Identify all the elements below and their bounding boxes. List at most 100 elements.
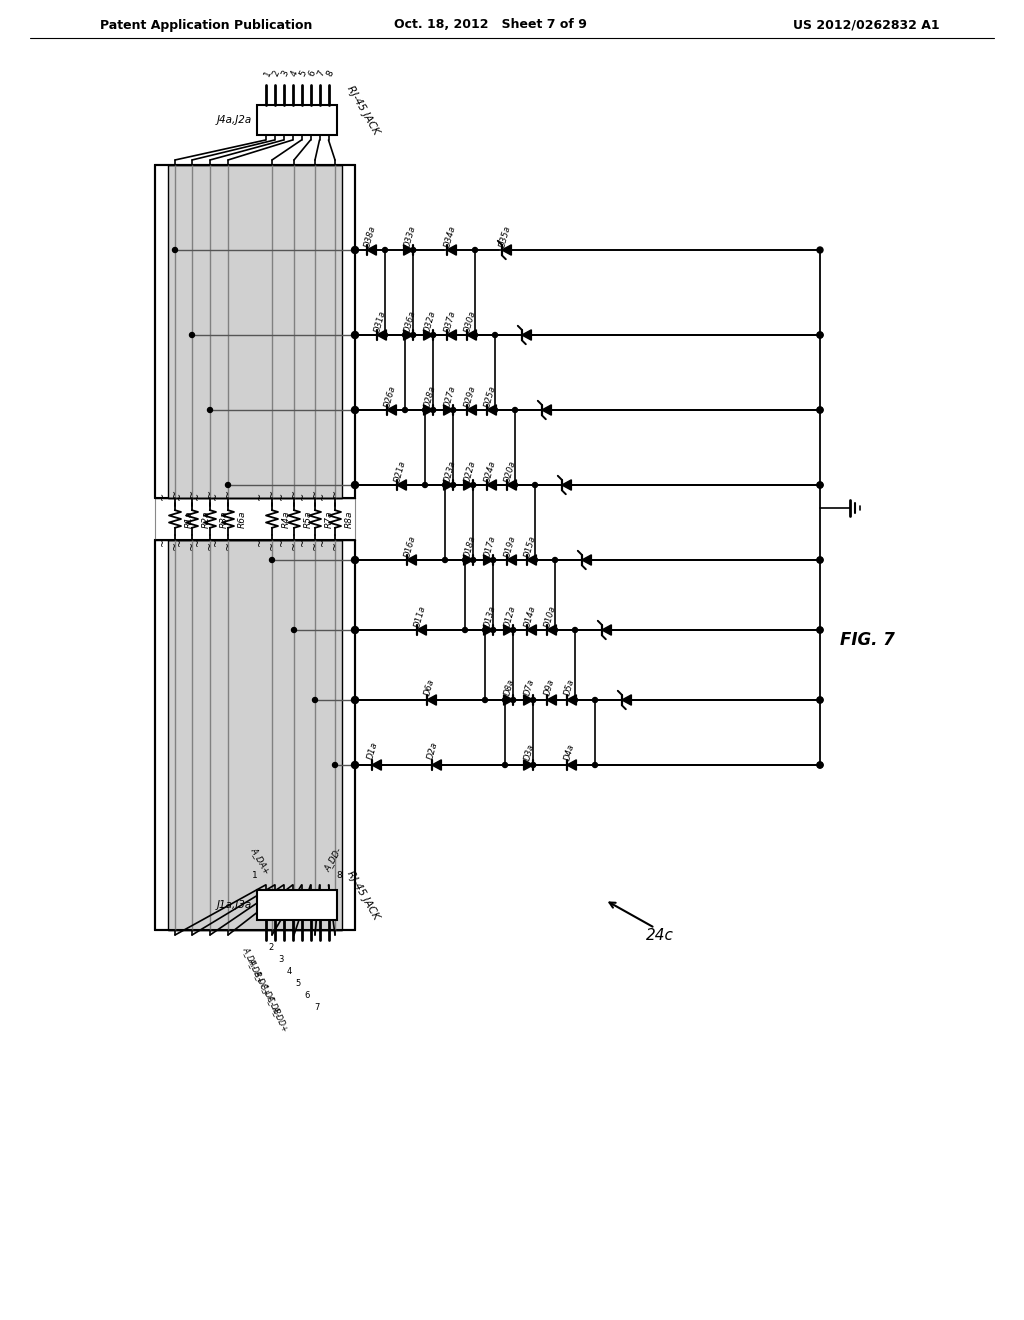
Text: ~: ~ bbox=[289, 540, 299, 549]
Text: D14a: D14a bbox=[523, 605, 538, 628]
Text: D2a: D2a bbox=[426, 741, 439, 760]
Text: ~: ~ bbox=[211, 492, 221, 500]
Text: D32a: D32a bbox=[423, 310, 437, 334]
Circle shape bbox=[532, 483, 538, 487]
Text: D21a: D21a bbox=[393, 461, 408, 484]
Circle shape bbox=[463, 557, 468, 562]
Text: ~: ~ bbox=[289, 488, 299, 498]
Text: D36a: D36a bbox=[402, 310, 417, 334]
Polygon shape bbox=[486, 405, 497, 416]
Bar bbox=[257, 106, 337, 135]
Text: 5: 5 bbox=[298, 69, 309, 78]
Circle shape bbox=[351, 247, 358, 253]
Text: R5a: R5a bbox=[304, 511, 313, 528]
Polygon shape bbox=[507, 554, 516, 565]
Circle shape bbox=[512, 483, 517, 487]
Circle shape bbox=[451, 408, 456, 412]
Bar bbox=[168, 540, 342, 931]
Text: ~: ~ bbox=[298, 492, 308, 500]
Polygon shape bbox=[547, 694, 556, 705]
Text: ~: ~ bbox=[223, 488, 233, 498]
Text: 6: 6 bbox=[305, 991, 310, 1001]
Text: R2a: R2a bbox=[202, 511, 211, 528]
Text: ~: ~ bbox=[170, 540, 180, 549]
Polygon shape bbox=[387, 405, 396, 416]
Circle shape bbox=[512, 408, 517, 412]
Text: ~: ~ bbox=[223, 540, 233, 549]
Text: ~: ~ bbox=[187, 488, 197, 498]
Circle shape bbox=[351, 557, 358, 564]
Circle shape bbox=[383, 333, 387, 338]
Circle shape bbox=[351, 331, 358, 338]
Circle shape bbox=[503, 697, 508, 702]
Polygon shape bbox=[432, 760, 441, 770]
Text: D15a: D15a bbox=[523, 535, 538, 558]
Polygon shape bbox=[523, 760, 534, 770]
Text: D33a: D33a bbox=[402, 224, 417, 249]
Text: A_DA+: A_DA+ bbox=[250, 845, 272, 875]
Polygon shape bbox=[622, 694, 632, 705]
Circle shape bbox=[423, 408, 427, 412]
Polygon shape bbox=[483, 554, 494, 565]
Text: ~: ~ bbox=[330, 488, 340, 498]
Circle shape bbox=[442, 483, 447, 487]
Polygon shape bbox=[507, 479, 516, 490]
Polygon shape bbox=[504, 624, 513, 635]
Circle shape bbox=[225, 483, 230, 487]
Text: R8a: R8a bbox=[345, 511, 354, 528]
Circle shape bbox=[530, 763, 536, 767]
Circle shape bbox=[411, 248, 416, 252]
Bar bbox=[155, 165, 355, 498]
Circle shape bbox=[530, 697, 536, 702]
Text: R3a: R3a bbox=[220, 511, 229, 528]
Text: FIG. 7: FIG. 7 bbox=[840, 631, 895, 649]
Circle shape bbox=[593, 697, 597, 702]
Text: RJ-45 JACK: RJ-45 JACK bbox=[345, 869, 381, 921]
Polygon shape bbox=[467, 330, 476, 341]
Polygon shape bbox=[542, 405, 551, 416]
Text: ~: ~ bbox=[278, 539, 287, 546]
Circle shape bbox=[172, 248, 177, 252]
Polygon shape bbox=[372, 760, 381, 770]
Polygon shape bbox=[377, 330, 386, 341]
Text: R1a: R1a bbox=[185, 511, 194, 528]
Text: A_DD+: A_DD+ bbox=[270, 1003, 290, 1032]
Text: Oct. 18, 2012   Sheet 7 of 9: Oct. 18, 2012 Sheet 7 of 9 bbox=[393, 18, 587, 32]
Circle shape bbox=[817, 333, 823, 338]
Polygon shape bbox=[526, 624, 537, 635]
Circle shape bbox=[451, 483, 456, 487]
Circle shape bbox=[411, 333, 416, 338]
Text: D3a: D3a bbox=[523, 743, 537, 762]
Circle shape bbox=[442, 557, 447, 562]
Text: A_DC-: A_DC- bbox=[259, 982, 278, 1006]
Circle shape bbox=[482, 697, 487, 702]
Text: RJ-45 JACK: RJ-45 JACK bbox=[345, 84, 381, 136]
Circle shape bbox=[471, 483, 476, 487]
Polygon shape bbox=[407, 554, 417, 565]
Polygon shape bbox=[526, 554, 537, 565]
Circle shape bbox=[269, 557, 274, 562]
Bar bbox=[168, 165, 342, 498]
Circle shape bbox=[553, 557, 557, 562]
Text: D7a: D7a bbox=[523, 677, 537, 697]
Text: D30a: D30a bbox=[463, 310, 477, 334]
Text: J4a,J2a: J4a,J2a bbox=[217, 115, 252, 125]
Circle shape bbox=[817, 697, 823, 704]
Circle shape bbox=[593, 763, 597, 767]
Circle shape bbox=[817, 627, 823, 634]
Polygon shape bbox=[602, 624, 611, 635]
Text: ~: ~ bbox=[310, 540, 319, 549]
Polygon shape bbox=[403, 330, 414, 341]
Text: D5a: D5a bbox=[563, 677, 577, 697]
Text: 3: 3 bbox=[281, 69, 291, 78]
Bar bbox=[155, 540, 355, 931]
Polygon shape bbox=[446, 330, 457, 341]
Circle shape bbox=[292, 627, 297, 632]
Polygon shape bbox=[446, 244, 457, 255]
Text: D18a: D18a bbox=[463, 535, 477, 558]
Circle shape bbox=[351, 762, 358, 768]
Circle shape bbox=[402, 333, 408, 338]
Text: ~: ~ bbox=[175, 539, 185, 546]
Text: 3: 3 bbox=[278, 956, 284, 965]
Circle shape bbox=[493, 333, 498, 338]
